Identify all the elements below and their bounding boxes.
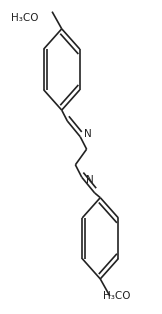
Text: H₃CO: H₃CO <box>11 13 39 23</box>
Text: N: N <box>84 128 92 138</box>
Text: N: N <box>86 176 94 186</box>
Text: H₃CO: H₃CO <box>103 291 130 301</box>
